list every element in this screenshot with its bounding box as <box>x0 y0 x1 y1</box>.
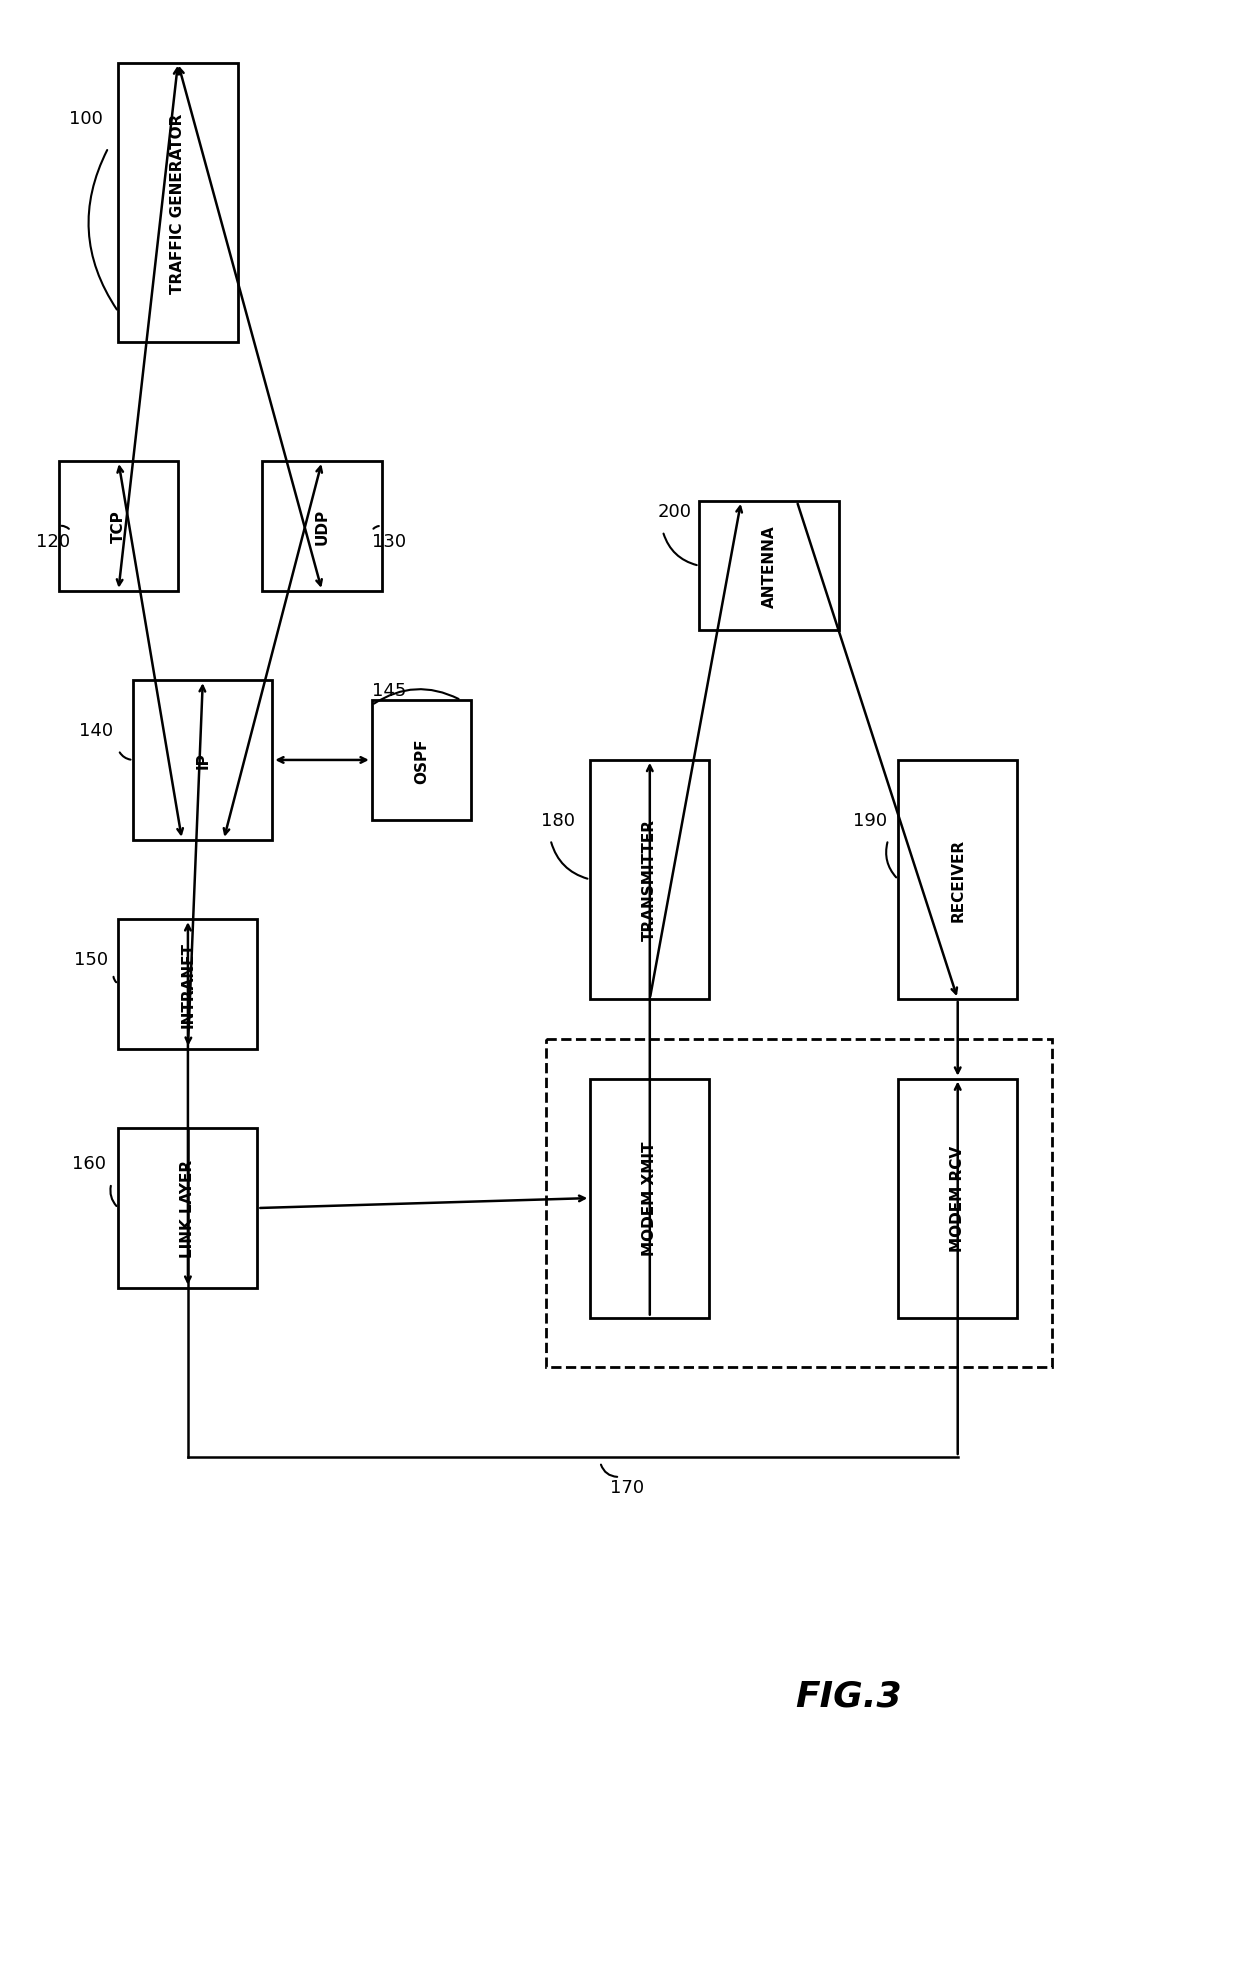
Text: LINK LAYER: LINK LAYER <box>181 1159 196 1257</box>
Bar <box>898 760 1017 1000</box>
Bar <box>590 1078 709 1318</box>
Text: ANTENNA: ANTENNA <box>761 524 776 607</box>
Bar <box>118 65 238 342</box>
Bar <box>133 682 273 841</box>
Text: 150: 150 <box>73 951 108 968</box>
Text: 180: 180 <box>541 811 574 829</box>
Text: RECEIVER: RECEIVER <box>950 839 965 921</box>
Text: 120: 120 <box>36 532 71 550</box>
Text: 190: 190 <box>853 811 888 829</box>
Text: MODEM XMIT: MODEM XMIT <box>642 1141 657 1255</box>
Text: FIG.3: FIG.3 <box>795 1679 901 1713</box>
Text: 140: 140 <box>78 721 113 740</box>
Text: INTRANET: INTRANET <box>181 941 196 1027</box>
Text: UDP: UDP <box>315 509 330 544</box>
Text: 200: 200 <box>657 503 692 520</box>
Text: 170: 170 <box>610 1479 645 1497</box>
Bar <box>118 1129 258 1288</box>
Bar <box>372 701 471 821</box>
Bar <box>898 1078 1017 1318</box>
Bar <box>590 760 709 1000</box>
Bar <box>263 462 382 591</box>
Text: TRAFFIC GENERATOR: TRAFFIC GENERATOR <box>170 114 186 293</box>
Text: TRANSMITTER: TRANSMITTER <box>642 819 657 941</box>
Text: IP: IP <box>196 752 211 770</box>
Text: 145: 145 <box>372 682 405 699</box>
Text: OSPF: OSPF <box>414 738 429 784</box>
Bar <box>699 501 838 630</box>
Text: 130: 130 <box>372 532 405 550</box>
Text: 100: 100 <box>68 110 103 128</box>
Text: 160: 160 <box>72 1155 105 1173</box>
Text: TCP: TCP <box>110 511 126 542</box>
Bar <box>118 919 258 1049</box>
Bar <box>546 1039 1052 1367</box>
Text: MODEM RCV: MODEM RCV <box>950 1145 965 1251</box>
Bar <box>58 462 179 591</box>
